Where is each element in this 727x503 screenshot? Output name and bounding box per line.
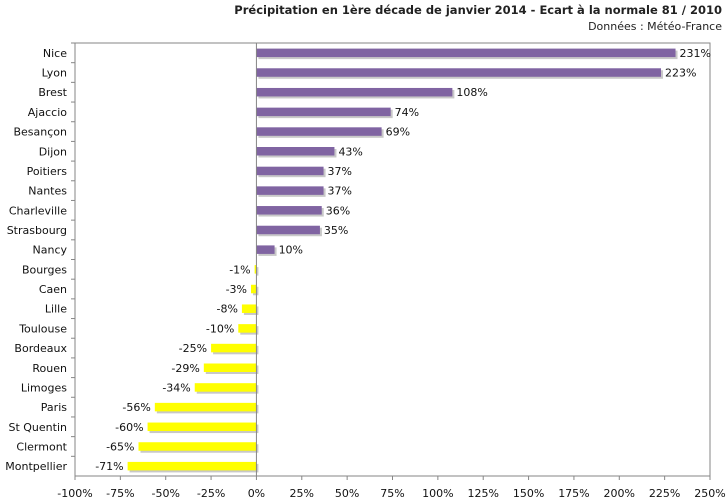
data-label: 37% — [328, 185, 352, 198]
bar — [203, 363, 257, 372]
data-label: -60% — [115, 421, 143, 434]
bar — [256, 166, 324, 176]
bar — [256, 48, 676, 58]
x-tick-label: 175% — [558, 487, 589, 500]
x-tick-label: 75% — [380, 487, 404, 500]
chart-title: Précipitation en 1ère décade de janvier … — [234, 3, 722, 17]
x-tick-label: 25% — [290, 487, 314, 500]
bar — [256, 245, 275, 254]
bar — [147, 422, 257, 432]
category-label: Brest — [38, 86, 67, 99]
data-label: -10% — [206, 322, 234, 335]
category-label: Caen — [39, 283, 67, 296]
data-label: 43% — [338, 145, 362, 158]
bar — [256, 87, 453, 97]
category-label: Bordeaux — [14, 342, 67, 355]
plot-area: 231% Nice 223% Lyon 108% Brest 74% Ajaccio 69% Be… — [5, 42, 726, 500]
x-tick-label: 200% — [604, 487, 635, 500]
data-label: 37% — [328, 165, 352, 178]
category-label: Nice — [43, 47, 67, 60]
bar — [238, 324, 257, 333]
chart-subtitle: Données : Météo-France — [588, 20, 722, 33]
category-label: Toulouse — [18, 322, 67, 335]
bar — [256, 186, 324, 195]
x-tick-label: 150% — [513, 487, 544, 500]
category-label: Poitiers — [27, 165, 68, 178]
bar — [254, 265, 257, 274]
category-label: Limoges — [21, 381, 67, 394]
x-tick-label: 225% — [649, 487, 680, 500]
bar — [256, 68, 662, 77]
category-label: Dijon — [39, 145, 67, 158]
data-label: 69% — [386, 126, 410, 139]
x-tick-label: 125% — [467, 487, 498, 500]
data-label: 108% — [456, 86, 487, 99]
bar — [256, 107, 391, 117]
category-label: Nantes — [28, 185, 67, 198]
category-label: Lyon — [42, 67, 67, 80]
x-tick-label: 50% — [335, 487, 359, 500]
x-tick-label: 100% — [422, 487, 453, 500]
data-label: 35% — [324, 224, 348, 237]
data-label: -71% — [95, 460, 123, 473]
x-tick-label: 0% — [248, 487, 265, 500]
bar — [256, 225, 320, 235]
bar — [256, 127, 382, 136]
x-tick-label: -25% — [197, 487, 225, 500]
data-label: -34% — [162, 381, 190, 394]
data-label: -3% — [226, 283, 247, 296]
category-label: Strasbourg — [7, 224, 67, 237]
category-label: Nancy — [33, 244, 68, 257]
bar — [256, 147, 335, 156]
category-label: Montpellier — [5, 460, 67, 473]
data-label: -56% — [122, 401, 150, 414]
data-label: 231% — [680, 47, 711, 60]
x-tick-label: -50% — [152, 487, 180, 500]
data-label: -1% — [229, 263, 250, 276]
data-label: -29% — [171, 362, 199, 375]
category-label: St Quentin — [8, 421, 67, 434]
data-label: 223% — [665, 67, 696, 80]
category-label: Clermont — [16, 440, 67, 453]
bar — [154, 402, 257, 412]
category-label: Bourges — [22, 263, 67, 276]
data-label: 10% — [279, 244, 303, 257]
data-label: -65% — [106, 440, 134, 453]
bar — [138, 442, 257, 451]
category-label: Charleville — [9, 204, 67, 217]
x-tick-label: -100% — [57, 487, 92, 500]
bar — [194, 383, 257, 392]
category-label: Ajaccio — [28, 106, 67, 119]
data-label: 74% — [395, 106, 419, 119]
bar — [211, 343, 257, 353]
data-label: -25% — [179, 342, 207, 355]
bar-shadow — [256, 267, 259, 276]
data-label: 36% — [326, 204, 350, 217]
category-label: Besançon — [13, 126, 67, 139]
category-label: Lille — [45, 303, 67, 316]
data-label: -8% — [216, 303, 237, 316]
bar — [127, 461, 257, 471]
category-label: Rouen — [32, 362, 67, 375]
x-tick-label: 250% — [694, 487, 725, 500]
x-tick-label: -75% — [106, 487, 134, 500]
bar — [250, 284, 257, 294]
category-label: Paris — [41, 401, 67, 414]
bar — [241, 304, 257, 313]
bar — [256, 206, 322, 215]
